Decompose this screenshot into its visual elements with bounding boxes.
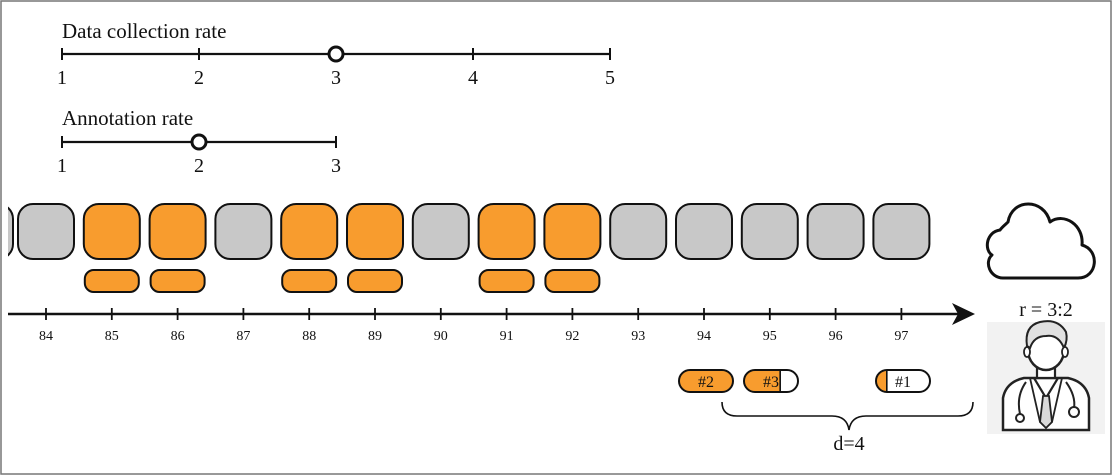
timeline-label-96: 96 [829,329,843,344]
scale-tick-label: 3 [331,155,341,177]
timeline-label-97: 97 [894,329,908,344]
frame-95 [740,203,799,260]
timeline-arrowhead [952,303,975,325]
frame-90 [411,203,470,260]
annotation-bar-88 [281,269,338,293]
queue-item-3: #1 [875,369,931,393]
timeline-labels: 84 85 86 87 88 89 90 91 92 93 94 95 96 97 [39,308,908,344]
annotation-rate-title: Annotation rate [62,106,193,130]
queue-item-1: #2 [678,369,734,393]
timeline-label-90: 90 [434,329,448,344]
annotation-bar-89 [347,269,403,293]
annotation-bar-86 [149,269,206,293]
timeline-label-91: 91 [500,329,514,344]
frame-89 [346,203,404,260]
frame-97 [872,203,931,260]
annotation-queue: #2 #3 #1 [678,369,931,393]
scale-tick-label: 1 [57,155,67,177]
timeline-label-87: 87 [236,329,250,344]
slider-handle[interactable] [327,45,345,63]
timeline-label-95: 95 [763,329,777,344]
timeline-frames [8,203,931,260]
annotation-bar-85 [83,269,140,293]
ratio-label: r = 3:2 [1019,299,1073,321]
annotation-bars [83,269,601,293]
queue-fill [679,370,733,392]
frame-84 [17,203,75,260]
scale-tick-label: 1 [57,67,67,89]
queue-fill [744,370,781,392]
frame-91 [477,203,536,260]
timeline-label-94: 94 [697,329,711,344]
frame-87 [214,203,273,260]
queue-fill [876,370,887,392]
delay-brace-path [721,401,974,431]
queue-item-label: #3 [763,374,779,391]
cloud-icon [985,202,1096,280]
frame-92 [543,203,602,260]
timeline-label-88: 88 [302,329,316,344]
queue-item-label: #1 [895,374,911,391]
annotation-rate-slider[interactable]: Annotation rate 1 2 3 [57,106,341,177]
doctor-icon [987,320,1105,434]
timeline-label-93: 93 [631,329,645,344]
queue-item-label: #2 [698,374,714,391]
timeline-label-84: 84 [39,329,53,344]
frame-partial [8,206,14,257]
timeline-label-89: 89 [368,329,382,344]
frame-93 [609,203,668,260]
data-collection-rate-title: Data collection rate [62,19,226,43]
frame-96 [806,203,865,260]
frame-86 [148,203,207,260]
data-collection-rate-scale: 1 2 3 4 5 [57,45,615,89]
scale-tick-label: 2 [194,67,204,89]
delay-label: d=4 [833,433,864,455]
frame-88 [280,203,339,260]
queue-item-2: #3 [743,369,799,393]
annotation-bar-92 [544,269,601,293]
frame-85 [82,203,141,260]
annotation-rate-scale: 1 2 3 [57,133,341,177]
scale-tick-label: 3 [331,67,341,89]
data-collection-rate-slider[interactable]: Data collection rate 1 2 3 4 5 [57,19,615,89]
scale-tick-label: 5 [605,67,615,89]
slider-handle[interactable] [190,133,208,151]
timeline-label-92: 92 [565,329,579,344]
scale-tick-label: 4 [468,67,478,89]
timeline-label-85: 85 [105,329,119,344]
delay-brace: d=4 [721,401,974,455]
scale-tick-label: 2 [194,155,204,177]
timeline-label-86: 86 [171,329,185,344]
frame-94 [675,203,733,260]
timeline-axis: 84 85 86 87 88 89 90 91 92 93 94 95 96 97 [8,303,975,344]
annotation-bar-91 [478,269,535,293]
